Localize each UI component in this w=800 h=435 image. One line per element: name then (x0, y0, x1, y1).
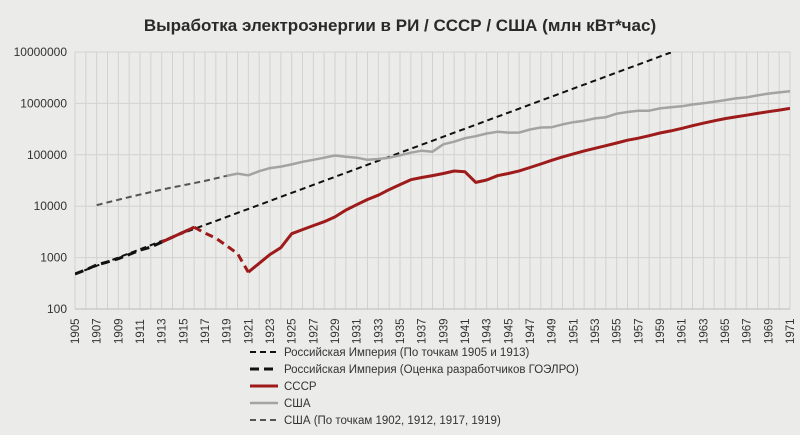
x-tick-label: 1919 (222, 318, 234, 344)
grid (74, 51, 791, 310)
legend-label: США (По точкам 1902, 1912, 1917, 1919) (284, 415, 501, 427)
legend-label: Российская Империя (По точкам 1905 и 191… (284, 347, 530, 359)
x-tick-label: 1935 (395, 318, 407, 344)
x-tick-label: 1905 (70, 318, 82, 344)
x-axis: 1905 1907 1909 1911 1913 1915 1917 1919 1921 1923… (70, 308, 797, 344)
x-tick-label: 1965 (720, 318, 732, 344)
x-tick-label: 1939 (438, 318, 450, 344)
x-tick-label: 1963 (698, 318, 710, 344)
x-tick-label: 1931 (352, 318, 364, 344)
x-tick-label: 1967 (742, 318, 754, 344)
x-tick-label: 1957 (633, 318, 645, 344)
x-tick-label: 1909 (113, 318, 125, 344)
x-tick-label: 1923 (265, 318, 277, 344)
y-tick-label: 10000 (34, 199, 68, 213)
x-tick-label: 1937 (417, 318, 429, 344)
legend-label: Российская Империя (Оценка разработчиков… (284, 364, 579, 376)
x-tick-label: 1969 (763, 318, 775, 344)
x-tick-label: 1911 (135, 319, 147, 344)
x-tick-label: 1961 (677, 318, 689, 344)
x-tick-label: 1921 (243, 318, 255, 344)
series-layer (75, 52, 790, 276)
x-tick-label: 1915 (178, 318, 190, 344)
x-tick-label: 1951 (568, 318, 580, 344)
legend: Российская Империя (По точкам 1905 и 191… (250, 347, 579, 427)
series-line-2 (161, 225, 195, 244)
x-tick-label: 1927 (308, 318, 320, 344)
y-tick-label: 1000 (40, 251, 67, 265)
y-tick-label: 100000 (27, 148, 67, 162)
x-tick-label: 1907 (92, 318, 104, 344)
chart-title: Выработка электроэнергии в РИ / СССР / С… (144, 16, 656, 35)
x-tick-label: 1917 (200, 318, 212, 344)
x-tick-label: 1971 (785, 318, 797, 344)
x-tick-label: 1943 (482, 318, 494, 344)
x-tick-label: 1925 (287, 318, 299, 344)
series-line-4 (247, 106, 790, 274)
x-tick-label: 1913 (157, 318, 169, 344)
x-tick-label: 1947 (525, 318, 537, 344)
y-tick-label: 1000000 (20, 96, 67, 110)
x-tick-label: 1949 (547, 318, 559, 344)
series-line-5 (226, 90, 790, 178)
x-tick-label: 1941 (460, 318, 472, 344)
y-tick-label: 10000000 (14, 45, 68, 59)
series-line-3 (193, 225, 250, 273)
y-tick-label: 100 (47, 302, 67, 316)
series-line-6 (96, 174, 227, 207)
x-tick-label: 1959 (655, 318, 667, 344)
x-tick-label: 1955 (612, 318, 624, 344)
x-tick-label: 1929 (330, 318, 342, 344)
legend-label: СССР (284, 381, 317, 393)
y-axis: 100 1000 10000 100000 1000000 10000000 (14, 45, 68, 316)
x-tick-label: 1953 (590, 318, 602, 344)
x-tick-label: 1933 (373, 318, 385, 344)
legend-label: США (284, 398, 311, 410)
x-tick-label: 1945 (503, 318, 515, 344)
